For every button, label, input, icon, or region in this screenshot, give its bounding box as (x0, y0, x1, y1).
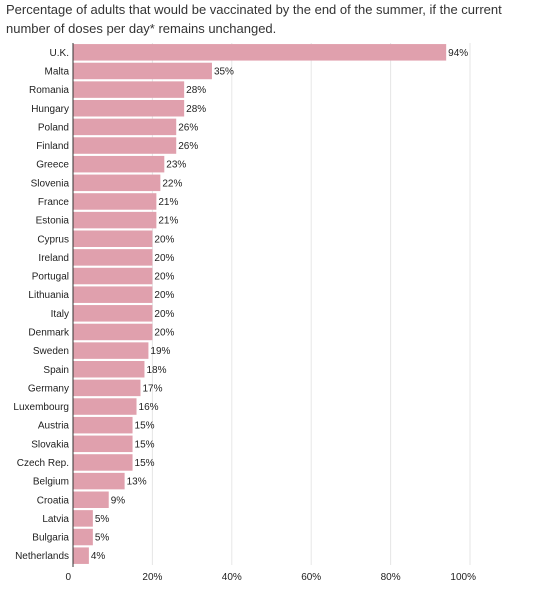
value-label: 15% (135, 439, 155, 450)
bar (73, 323, 153, 341)
value-label: 22% (162, 178, 182, 189)
x-tick-labels: 0 20% 40% 60% 80% 100% (65, 572, 476, 583)
value-label: 20% (154, 290, 174, 301)
value-label: 23% (166, 160, 186, 171)
category-label: Sweden (33, 346, 69, 357)
bar-group (73, 44, 447, 564)
category-label: Denmark (28, 327, 70, 338)
value-label: 16% (139, 402, 159, 413)
value-label: 28% (186, 104, 206, 115)
bar (73, 547, 89, 564)
category-label: Estonia (36, 216, 70, 227)
category-label: Spain (43, 365, 69, 376)
bar (73, 267, 153, 285)
category-label: Cyprus (37, 234, 69, 245)
category-label: Finland (36, 141, 69, 152)
value-label: 17% (142, 383, 162, 394)
value-labels: 94% 35% 28% 28% 26% 26% 23% 22% 21% 21% 20% 20% 20% 2… (91, 48, 468, 562)
x-tick-label: 100% (450, 572, 476, 583)
bar (73, 118, 177, 136)
value-label: 15% (135, 421, 155, 432)
value-label: 5% (95, 533, 110, 544)
category-label: Slovakia (31, 439, 69, 450)
bar (73, 491, 109, 508)
category-label: Austria (38, 421, 70, 432)
bar (73, 454, 133, 471)
category-label: Malta (45, 66, 70, 77)
bar (73, 416, 133, 434)
bar (73, 62, 212, 80)
bar (73, 528, 93, 546)
value-label: 94% (448, 48, 468, 59)
bar (73, 510, 93, 527)
category-label: Lithuania (28, 290, 69, 301)
x-tick-label: 0 (65, 572, 71, 583)
category-label: Netherlands (15, 551, 69, 562)
category-label: Romania (29, 85, 69, 96)
bar (73, 193, 157, 210)
category-label: Germany (28, 383, 69, 394)
x-tick-label: 40% (222, 572, 242, 583)
gridlines (151, 43, 471, 565)
x-tick-label: 20% (142, 572, 162, 583)
x-tick-label: 60% (301, 572, 321, 583)
value-label: 26% (178, 122, 198, 133)
bar (73, 286, 153, 303)
bar (73, 137, 177, 154)
value-label: 20% (154, 234, 174, 245)
category-label: U.K. (50, 48, 69, 59)
value-label: 19% (150, 346, 170, 357)
category-label: Greece (36, 160, 69, 171)
x-tick-label: 80% (381, 572, 401, 583)
category-label: Croatia (37, 495, 70, 506)
category-label: France (38, 197, 70, 208)
value-label: 20% (154, 253, 174, 264)
bar (73, 249, 153, 266)
value-label: 21% (158, 216, 178, 227)
category-label: Belgium (33, 477, 69, 488)
bar (73, 230, 153, 247)
value-label: 18% (146, 365, 166, 376)
value-label: 15% (135, 458, 155, 469)
bar (73, 211, 157, 229)
category-label: Portugal (32, 272, 69, 283)
category-label: Luxembourg (13, 402, 69, 413)
bar (73, 155, 165, 173)
value-label: 13% (127, 477, 147, 488)
bar (73, 100, 185, 117)
category-label: Hungary (31, 104, 69, 115)
category-label: Latvia (42, 514, 69, 525)
bar (73, 305, 153, 322)
category-label: Bulgaria (32, 533, 69, 544)
value-label: 26% (178, 141, 198, 152)
bar (73, 174, 161, 192)
category-labels: U.K. Malta Romania Hungary Poland Finland Gree… (13, 48, 70, 562)
bar (73, 379, 141, 397)
value-label: 21% (158, 197, 178, 208)
value-label: 28% (186, 85, 206, 96)
category-label: Ireland (38, 253, 69, 264)
value-label: 4% (91, 551, 106, 562)
chart-title: Percentage of adults that would be vacci… (6, 2, 502, 36)
value-label: 20% (154, 327, 174, 338)
value-label: 5% (95, 514, 110, 525)
bar (73, 472, 125, 490)
value-label: 35% (214, 66, 234, 77)
bar (73, 435, 133, 453)
value-label: 20% (154, 272, 174, 283)
bar (73, 81, 185, 98)
bar (73, 398, 137, 415)
value-label: 20% (154, 309, 174, 320)
bar (73, 44, 447, 61)
category-label: Italy (51, 309, 69, 320)
bar (73, 342, 149, 359)
category-label: Slovenia (31, 178, 70, 189)
bar (73, 361, 145, 378)
value-label: 9% (111, 495, 126, 506)
category-label: Poland (38, 122, 69, 133)
category-label: Czech Rep. (17, 458, 69, 469)
